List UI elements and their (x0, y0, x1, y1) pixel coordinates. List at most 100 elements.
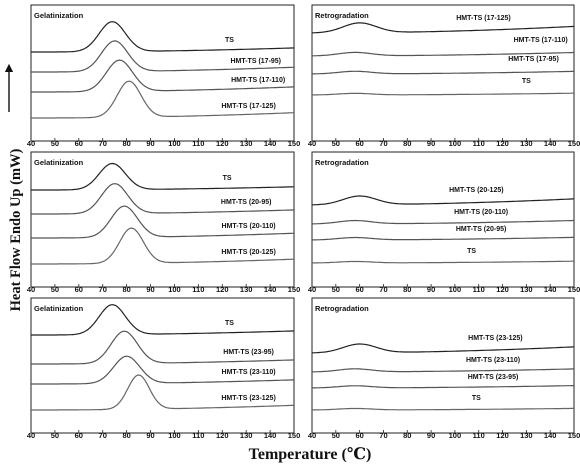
series-line (31, 80, 294, 119)
x-tick-label: 100 (449, 431, 462, 440)
series-label: TS (467, 248, 476, 255)
x-tick-label: 50 (51, 285, 59, 294)
series-line (31, 304, 295, 336)
x-tick-label: 120 (216, 285, 229, 294)
x-tick-label: 130 (240, 431, 253, 440)
series-label: HMT-TS (17-125) (221, 103, 275, 110)
x-tick-label: 50 (332, 431, 340, 440)
x-tick-label: 150 (568, 285, 580, 294)
x-tick-label: 80 (403, 139, 411, 148)
x-tick-label: 130 (520, 431, 533, 440)
series-line (31, 59, 294, 93)
series-label: HMT-TS (17-110) (514, 37, 568, 44)
panel-frame (311, 151, 575, 288)
x-tick-label: 120 (216, 431, 229, 440)
x-tick-label: 120 (216, 139, 229, 148)
x-tick-label: 40 (27, 431, 35, 440)
series-label: HMT-TS (20-110) (454, 209, 508, 216)
series-line (311, 343, 575, 354)
series-line (311, 195, 575, 206)
series-line (311, 51, 574, 57)
panel-title: Gelatinization (34, 11, 84, 20)
x-tick-label: 130 (240, 139, 253, 148)
x-tick-label: 120 (496, 285, 509, 294)
series-label: TS (472, 395, 481, 402)
x-tick-label: 150 (568, 431, 580, 440)
x-tick-label: 90 (427, 285, 435, 294)
x-tick-label: 50 (51, 431, 59, 440)
series-line (31, 227, 294, 265)
series-label: HMT-TS (23-95) (223, 349, 274, 356)
panel-title: Retrogradation (315, 158, 369, 167)
x-tick-label: 140 (264, 139, 277, 148)
series-line (31, 355, 295, 385)
x-tick-label: 70 (99, 139, 107, 148)
x-tick-label: 50 (332, 139, 340, 148)
x-tick-label: 150 (288, 139, 301, 148)
x-axis-label: Temperature (℃) (248, 446, 372, 463)
panel-1: Gelatinization 40 50 60 70 80 90 100 110 120 130 14… (27, 4, 301, 148)
x-tick-label: 100 (449, 139, 462, 148)
panel-3: Gelatinization 40 50 60 70 80 90 100 110 120 130 14… (27, 151, 301, 294)
series-line (31, 330, 295, 365)
x-tick-label: 140 (544, 285, 557, 294)
series-label: TS (522, 78, 531, 85)
panel-frame (30, 4, 295, 142)
x-tick-label: 40 (308, 431, 316, 440)
x-tick-label: 50 (51, 139, 59, 148)
series-line (312, 92, 574, 96)
series-line (31, 162, 294, 191)
x-tick-label: 110 (473, 139, 485, 148)
series-line (312, 219, 574, 225)
series-label: HMT-TS (20-95) (221, 199, 272, 206)
x-tick-label: 150 (568, 139, 580, 148)
x-tick-label: 80 (122, 139, 130, 148)
series-label: TS (223, 175, 232, 182)
panel-6: Retrogradation 40 50 60 70 80 90 100 110 120 130 14… (308, 297, 580, 440)
series-label: HMT-TS (23-110) (466, 357, 520, 364)
x-tick-label: 60 (355, 285, 363, 294)
x-tick-label: 70 (99, 285, 107, 294)
series-label: HMT-TS (23-95) (468, 374, 519, 381)
series-line (312, 407, 574, 411)
series-label: HMT-TS (23-125) (468, 335, 522, 342)
x-tick-label: 110 (473, 285, 485, 294)
panel-4: Retrogradation 40 50 60 70 80 90 100 110 120 130 14… (308, 151, 580, 294)
series-label: HMT-TS (17-95) (508, 56, 559, 63)
x-tick-label: 110 (192, 139, 204, 148)
x-tick-label: 70 (99, 431, 107, 440)
x-tick-label: 70 (379, 431, 387, 440)
panel-2: Retrogradation 40 50 60 70 80 90 100 110 120 130 14… (308, 4, 580, 148)
x-tick-label: 140 (264, 431, 277, 440)
panel-title: Retrogradation (315, 11, 369, 20)
x-tick-label: 40 (308, 139, 316, 148)
x-tick-label: 70 (379, 285, 387, 294)
x-tick-label: 90 (146, 431, 154, 440)
x-tick-label: 40 (27, 285, 35, 294)
x-tick-label: 110 (473, 431, 485, 440)
x-tick-label: 40 (27, 139, 35, 148)
series-line (312, 22, 575, 34)
panel-title: Retrogradation (315, 304, 369, 313)
panel-frame (30, 297, 295, 434)
x-tick-label: 60 (355, 139, 363, 148)
x-tick-label: 90 (427, 139, 435, 148)
x-tick-label: 90 (146, 285, 154, 294)
x-tick-label: 130 (240, 285, 253, 294)
x-tick-label: 80 (122, 285, 130, 294)
series-label: HMT-TS (20-125) (221, 249, 275, 256)
x-tick-label: 60 (355, 431, 363, 440)
series-label: HMT-TS (20-95) (456, 226, 507, 233)
x-tick-label: 80 (122, 431, 130, 440)
series-line (31, 205, 295, 239)
panel-5: Gelatinization 40 50 60 70 80 90 100 110 120 130 14… (27, 297, 300, 440)
x-tick-label: 150 (288, 285, 301, 294)
x-tick-label: 100 (168, 139, 181, 148)
series-line (312, 368, 574, 373)
x-tick-label: 70 (379, 139, 387, 148)
series-label: HMT-TS (20-110) (222, 223, 276, 230)
series-label: HMT-TS (23-110) (222, 369, 276, 376)
series-line (312, 70, 574, 75)
series-line (31, 374, 295, 411)
series-label: HMT-TS (17-95) (230, 58, 281, 65)
